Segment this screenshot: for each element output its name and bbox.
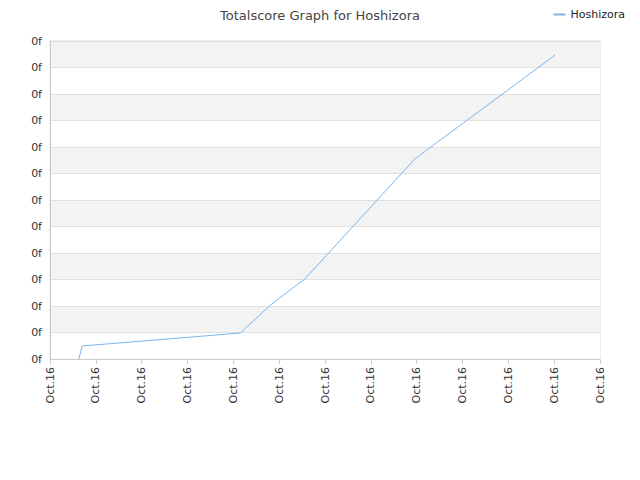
svg-text:Oct.16: Oct.16 (273, 367, 286, 404)
svg-text:Oct.16: Oct.16 (594, 367, 607, 404)
svg-text:Oct.16: Oct.16 (502, 367, 515, 404)
svg-text:Oct.16: Oct.16 (181, 367, 194, 404)
svg-text:0f: 0f (31, 194, 43, 207)
svg-text:Oct.16: Oct.16 (89, 367, 102, 404)
svg-text:0f: 0f (31, 141, 43, 154)
svg-text:0f: 0f (31, 88, 43, 101)
svg-text:0f: 0f (31, 114, 43, 127)
svg-text:Oct.16: Oct.16 (227, 367, 240, 404)
svg-text:0f: 0f (31, 273, 43, 286)
svg-text:Oct.16: Oct.16 (456, 367, 469, 404)
svg-text:0f: 0f (31, 220, 43, 233)
svg-text:Oct.16: Oct.16 (44, 367, 57, 404)
svg-text:Oct.16: Oct.16 (364, 367, 377, 404)
svg-text:0f: 0f (31, 300, 43, 313)
svg-text:0f: 0f (31, 167, 43, 180)
svg-text:Oct.16: Oct.16 (410, 367, 423, 404)
svg-text:Hoshizora: Hoshizora (570, 8, 625, 21)
svg-text:Totalscore Graph for Hoshizora: Totalscore Graph for Hoshizora (219, 8, 420, 23)
svg-text:Oct.16: Oct.16 (548, 367, 561, 404)
svg-text:0f: 0f (31, 247, 43, 260)
svg-text:Oct.16: Oct.16 (319, 367, 332, 404)
svg-text:0f: 0f (31, 326, 43, 339)
svg-text:0f: 0f (31, 353, 43, 366)
svg-text:Oct.16: Oct.16 (135, 367, 148, 404)
svg-text:0f: 0f (31, 35, 43, 48)
svg-text:0f: 0f (31, 61, 43, 74)
